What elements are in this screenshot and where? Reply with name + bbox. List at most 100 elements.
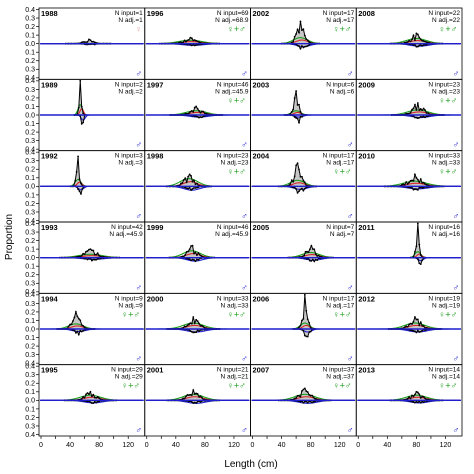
male-symbol: ♂ — [241, 211, 248, 221]
panel-year-label: 1993 — [41, 223, 58, 232]
observed-point — [74, 331, 77, 334]
observed-point — [412, 320, 415, 323]
observed-point — [83, 396, 86, 399]
observed-fill-male — [410, 257, 426, 265]
observed-point — [308, 393, 311, 396]
observed-point — [296, 117, 299, 120]
observed-point — [422, 40, 425, 42]
observed-point — [190, 37, 193, 40]
observed-point — [77, 106, 80, 109]
observed-fill — [284, 91, 307, 115]
combined-symbol: ♀+♂ — [227, 309, 246, 319]
observed-point — [89, 39, 92, 42]
y-tick-label: 0.1 — [25, 389, 35, 396]
panel-1992: 1992 N input=3N adj.=3 ♂ — [38, 150, 146, 223]
observed-point — [185, 40, 187, 43]
observed-point — [292, 40, 295, 43]
observed-point — [409, 40, 412, 43]
observed-point — [299, 115, 302, 118]
combined-symbol: ♀+♂ — [333, 309, 352, 319]
observed-point — [198, 395, 200, 398]
y-tick-label: 0.1 — [25, 192, 35, 199]
observed-point — [308, 321, 311, 324]
observed-point — [193, 322, 196, 325]
panel-n-adj: N adj.=29 — [115, 374, 143, 381]
observed-point — [299, 20, 302, 23]
observed-point — [72, 320, 74, 322]
y-tick-label: 0.4 — [25, 75, 35, 82]
panel-2011: 2011 N input=16N adj.=16 ♂ — [355, 221, 463, 294]
observed-point — [305, 390, 308, 393]
observed-point — [79, 79, 82, 82]
observed-point — [419, 321, 422, 324]
observed-point — [192, 402, 195, 404]
observed-point — [422, 181, 425, 184]
observed-point — [196, 329, 199, 332]
observed-point — [86, 250, 89, 252]
observed-point — [90, 402, 93, 405]
panel-year-label: 1994 — [41, 294, 59, 303]
observed-point — [421, 395, 424, 398]
observed-point — [416, 329, 419, 332]
y-tick-label: 0.4 — [25, 78, 35, 85]
observed-fill — [288, 245, 334, 258]
observed-point — [427, 184, 429, 187]
panel-n-adj: N adj.=17 — [326, 302, 354, 309]
observed-point — [296, 162, 299, 165]
panel-n-adj: N adj.=7 — [330, 231, 355, 238]
observed-point — [96, 252, 99, 255]
observed-point — [86, 258, 89, 261]
observed-point — [74, 311, 77, 313]
y-tick-label: 0.1 — [25, 50, 35, 57]
observed-point — [306, 391, 309, 393]
panel-year-label: 2002 — [253, 9, 270, 18]
observed-point — [192, 316, 195, 318]
y-tick-label: 0.2 — [25, 24, 35, 31]
observed-point — [188, 187, 191, 189]
observed-fill-male — [391, 115, 445, 119]
observed-point — [293, 397, 296, 400]
observed-point — [80, 122, 83, 125]
observed-point — [185, 250, 188, 253]
observed-point — [188, 394, 190, 397]
panel-n-input: N input=16 — [428, 224, 460, 231]
observed-point — [424, 397, 427, 400]
observed-point — [85, 41, 87, 44]
observed-point — [198, 41, 200, 43]
y-tick-label: 0.3 — [25, 352, 35, 359]
observed-point — [197, 259, 200, 261]
panel-n-input: N input=23 — [428, 81, 460, 88]
observed-point — [306, 39, 309, 42]
y-tick-label: 0.3 — [25, 423, 35, 430]
observed-point — [403, 183, 406, 186]
observed-point — [93, 41, 96, 44]
x-tick-label: 40 — [278, 442, 286, 449]
observed-point — [405, 325, 408, 328]
male-symbol: ♂ — [241, 68, 248, 78]
observed-point — [189, 393, 192, 396]
observed-point — [196, 400, 199, 403]
x-tick-label: 0 — [251, 442, 255, 449]
observed-point — [85, 393, 87, 396]
observed-point — [427, 115, 429, 118]
observed-point — [88, 393, 90, 395]
observed-point — [295, 397, 298, 399]
observed-point — [292, 180, 295, 183]
observed-fill — [56, 311, 95, 329]
observed-point — [190, 189, 192, 191]
observed-point — [299, 47, 302, 50]
y-tick-label: 0.2 — [25, 201, 35, 208]
male-symbol: ♂ — [135, 425, 142, 435]
panel-1993: 1993 N input=42N adj.=45.9 ♂ — [38, 221, 146, 294]
panel-n-input: N input=17 — [323, 153, 355, 160]
observed-point — [416, 318, 419, 321]
male-symbol: ♂ — [135, 354, 142, 364]
panel-n-input: N input=9 — [115, 295, 143, 302]
panel-2012: 2012 N input=19N adj.=19♀+♂ ♂ — [355, 292, 463, 366]
panel-year-label: 1997 — [147, 80, 164, 89]
observed-point — [302, 401, 305, 404]
panel-n-input: N input=46 — [217, 224, 249, 231]
observed-point — [303, 334, 306, 337]
panel-n-input: N input=33 — [217, 295, 249, 302]
observed-fill — [64, 391, 117, 401]
